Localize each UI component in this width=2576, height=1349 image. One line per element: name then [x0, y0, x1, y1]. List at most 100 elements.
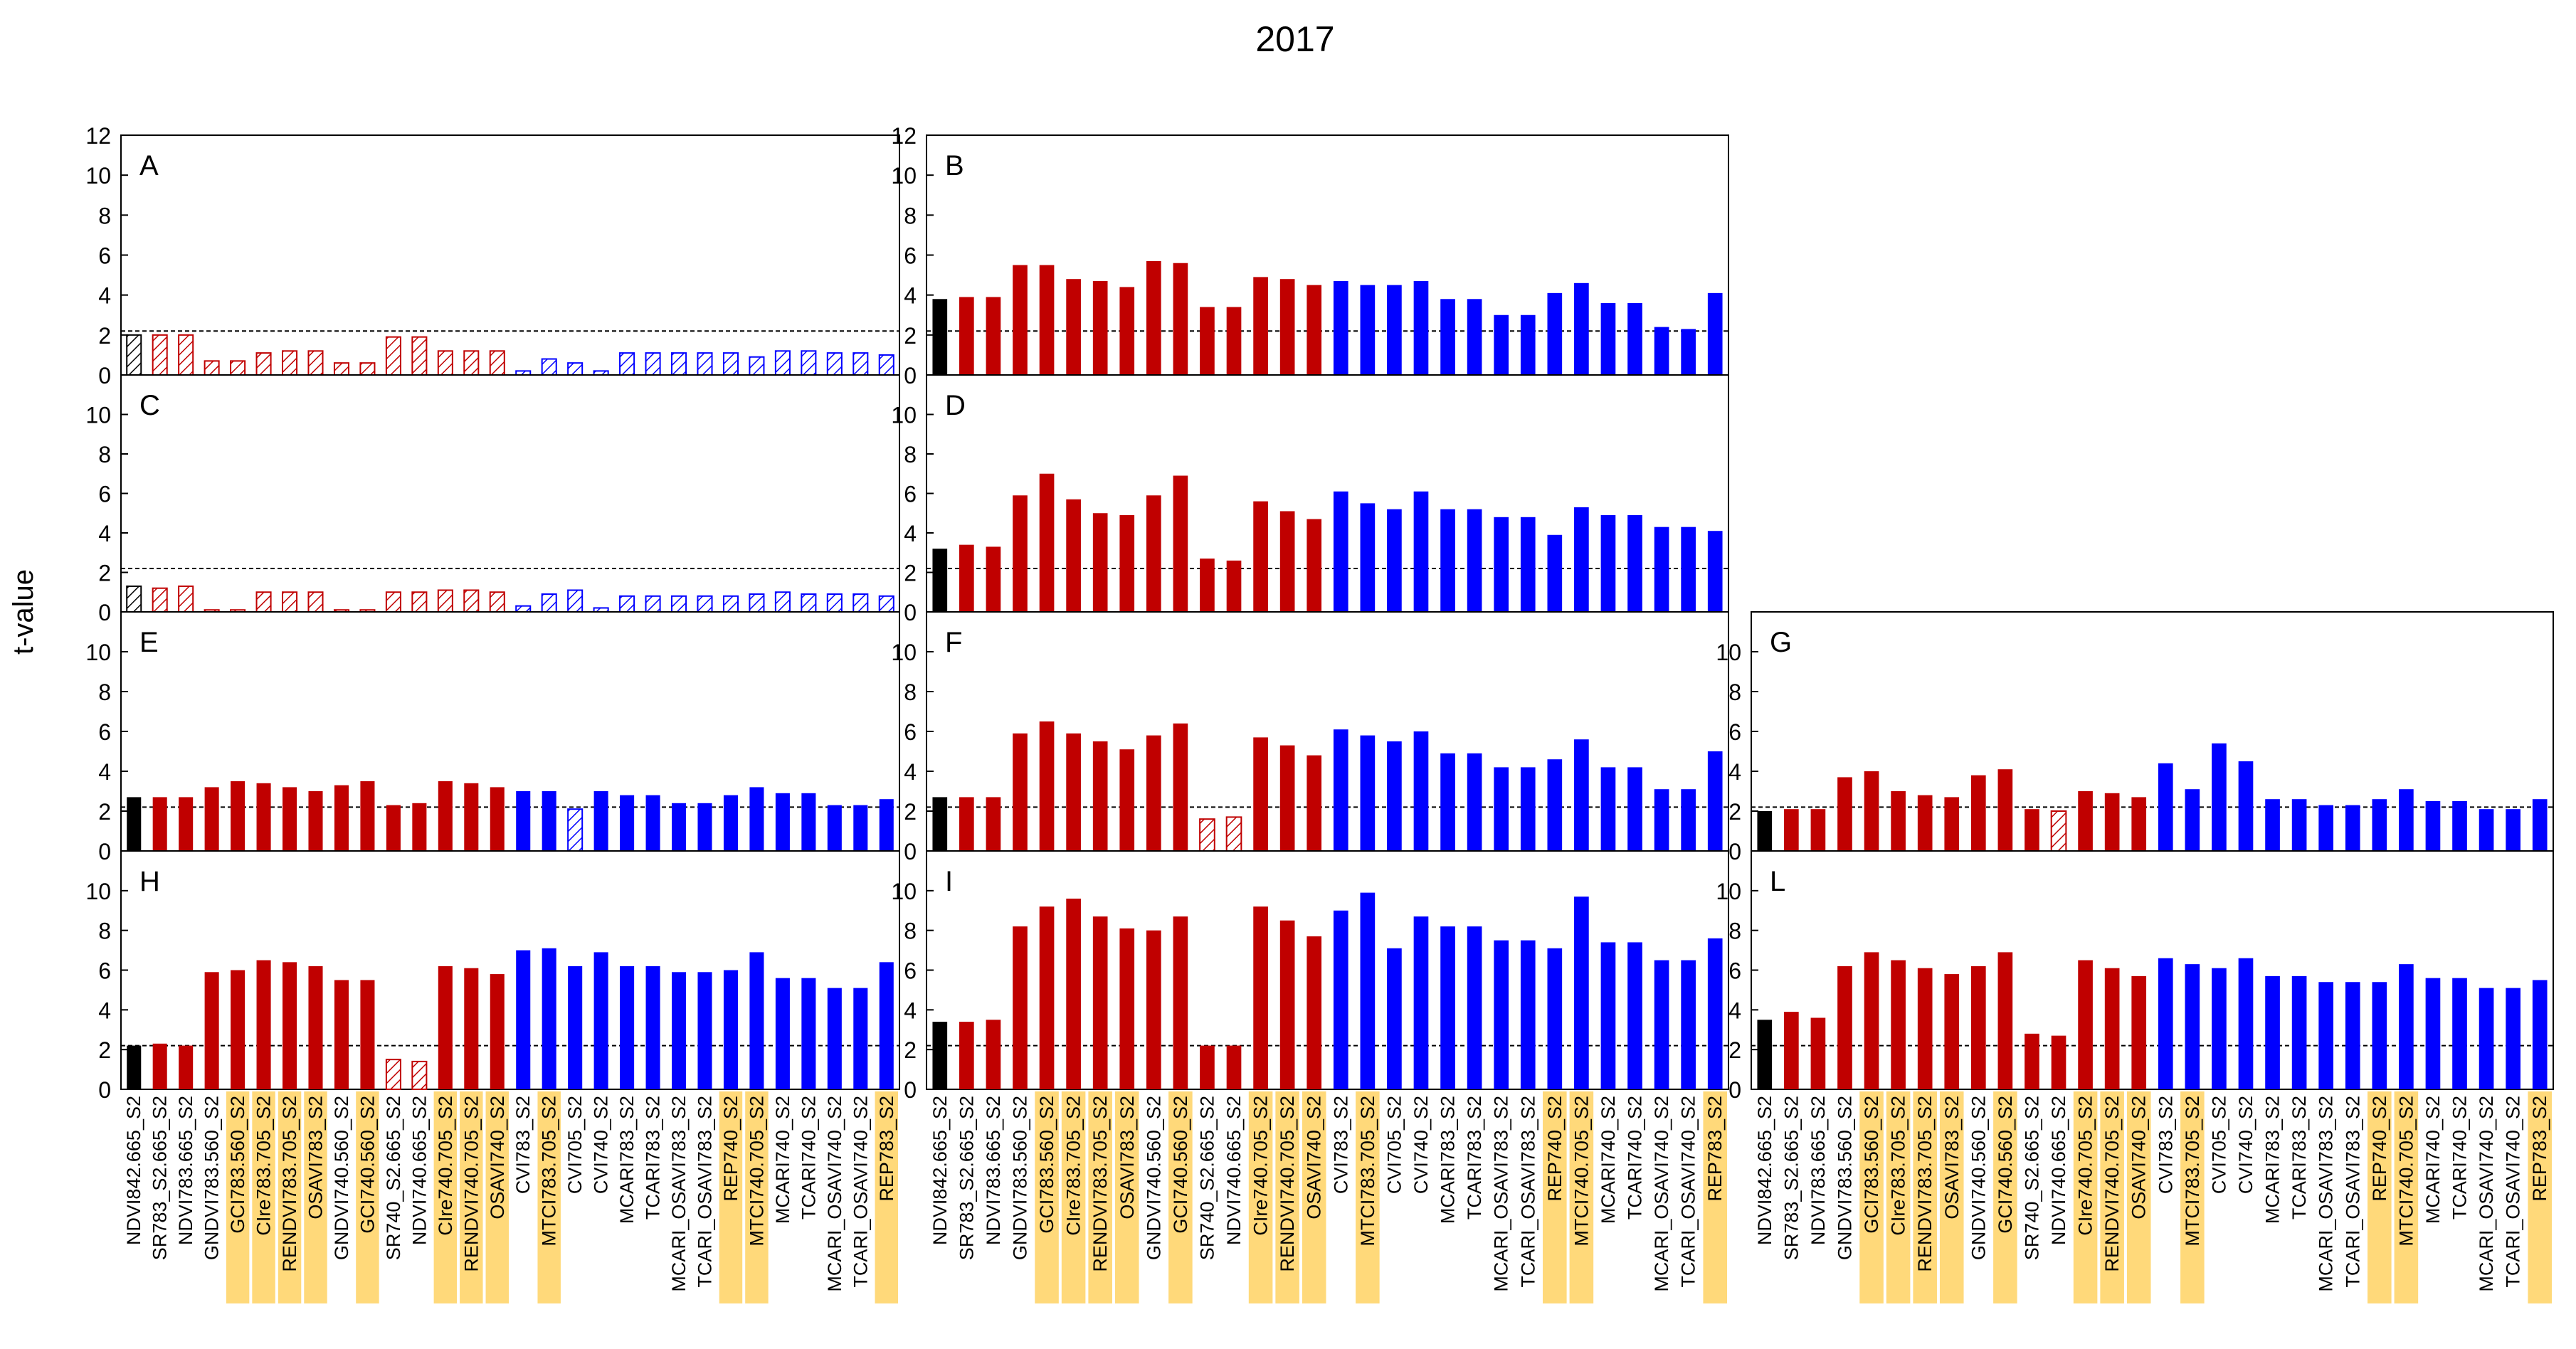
- bar-d-rep740-s2: [1547, 534, 1563, 612]
- y-tick-label: 2: [904, 1037, 917, 1063]
- bar-b-tcari-osavi783-s2: [1520, 314, 1536, 375]
- panel-label: E: [139, 627, 159, 658]
- bar-g-ndvi740-665-s2: [2050, 810, 2067, 852]
- bar-i-mcari740-s2: [1600, 942, 1616, 1089]
- bar-g-rep740-s2: [2372, 799, 2387, 851]
- panel-l: L 0 2 4 6 8 10: [1716, 850, 2554, 1103]
- bar-d-mcari740-s2: [1600, 515, 1616, 612]
- x-tick-label: NDVI842.665_S2: [123, 1096, 144, 1245]
- x-tick-label: NDVI842.665_S2: [1754, 1096, 1775, 1245]
- bar-c-sr740-s2-665-s2: [385, 591, 401, 613]
- y-tick-label: 10: [1716, 640, 1741, 665]
- bar-d-tcari740-s2: [1627, 515, 1642, 612]
- bar-g-tcari-osavi740-s2: [2506, 809, 2520, 851]
- bar-c-osavi740-s2: [489, 591, 505, 613]
- bar-f-ndvi842-665-s2: [932, 797, 948, 851]
- bar-a-mcari740-s2: [774, 350, 791, 376]
- bar-e-tcari-osavi740-s2: [853, 805, 868, 851]
- bar-b-gci740-560-s2: [1173, 263, 1188, 375]
- bar-h-gndvi783-560-s2: [204, 972, 219, 1089]
- x-tick-label: CVI740_S2: [1410, 1096, 1432, 1194]
- panel-i: I 0 2 4 6 8 10: [891, 850, 1729, 1103]
- x-tick-label: GNDVI740.560_S2: [1968, 1096, 1989, 1260]
- bar-b-rendvi740-705-s2: [1279, 279, 1295, 375]
- bar-h-cvi705-s2: [568, 966, 583, 1089]
- x-tick-label: GNDVI740.560_S2: [1143, 1096, 1164, 1260]
- panel-label: B: [945, 150, 964, 181]
- y-tick-label: 12: [891, 123, 917, 149]
- x-tick-label: TCARI_OSAVI740_S2: [2503, 1096, 2524, 1288]
- x-tick-label: TCARI783_S2: [2289, 1096, 2310, 1220]
- x-tick-label: CVI705_S2: [2208, 1096, 2229, 1194]
- y-tick-label: 4: [904, 998, 917, 1023]
- bar-a-mtci783-705-s2: [541, 358, 557, 376]
- bar-l-osavi783-s2: [1944, 974, 1960, 1089]
- bar-l-cvi705-s2: [2212, 968, 2227, 1089]
- bar-f-ndvi783-665-s2: [986, 797, 1001, 851]
- x-tick-label: NDVI740.665_S2: [408, 1096, 430, 1245]
- bar-e-ndvi842-665-s2: [127, 797, 142, 851]
- bar-l-rep783-s2: [2532, 980, 2548, 1089]
- bar-h-mcari-osavi740-s2: [827, 988, 842, 1089]
- bar-h-tcari740-s2: [801, 978, 816, 1089]
- x-tick-label: GCI740.560_S2: [1170, 1096, 1191, 1234]
- bar-e-mtci740-705-s2: [749, 787, 764, 851]
- x-tick-label: MCARI_OSAVI740_S2: [824, 1096, 845, 1292]
- bar-i-mtci783-705-s2: [1360, 892, 1376, 1089]
- highlight-mtci740-705-s2: [1569, 1091, 1594, 1303]
- highlight-osavi783-s2: [1114, 1091, 1139, 1303]
- bar-a-tcari-osavi783-s2: [697, 352, 713, 376]
- x-tick-label: MTCI783.705_S2: [539, 1096, 560, 1247]
- x-tick-label: GNDVI783.560_S2: [201, 1096, 223, 1260]
- bar-f-tcari740-s2: [1627, 767, 1642, 851]
- y-tick-label: 0: [904, 1077, 917, 1103]
- x-tick-label: NDVI740.665_S2: [1223, 1096, 1245, 1245]
- bar-g-mtci783-705-s2: [2185, 789, 2200, 851]
- bar-i-tcari-osavi740-s2: [1681, 960, 1696, 1089]
- bar-g-gci740-560-s2: [1997, 769, 2013, 851]
- bar-h-osavi740-s2: [490, 974, 505, 1089]
- highlight-rep783-s2: [1703, 1091, 1727, 1303]
- bar-b-gci783-560-s2: [1039, 265, 1055, 375]
- bar-i-gci783-560-s2: [1039, 906, 1055, 1089]
- y-tick-label: 6: [904, 719, 917, 745]
- panel-label: C: [139, 390, 160, 421]
- x-tick-label: NDVI783.665_S2: [983, 1096, 1004, 1245]
- bar-l-cvi783-s2: [2158, 958, 2173, 1089]
- bar-l-gci740-560-s2: [1997, 952, 2013, 1089]
- bar-h-mtci783-705-s2: [542, 948, 556, 1089]
- bar-e-rep740-s2: [723, 795, 738, 851]
- bar-i-rep740-s2: [1547, 948, 1563, 1089]
- y-tick-label: 2: [98, 799, 111, 825]
- bar-a-ndvi783-665-s2: [178, 334, 194, 376]
- x-tick-label: CVI783_S2: [1330, 1096, 1351, 1194]
- bar-g-cire783-705-s2: [1891, 791, 1906, 851]
- bar-h-mcari783-s2: [620, 966, 635, 1089]
- bar-d-tcari-osavi783-s2: [1520, 517, 1536, 612]
- bar-f-sr783-s2-665-s2: [959, 797, 974, 851]
- x-tick-label: MTCI740.705_S2: [746, 1096, 767, 1247]
- x-tick-label: REP740_S2: [720, 1096, 741, 1202]
- bar-f-gndvi740-560-s2: [1146, 735, 1161, 851]
- bar-f-cvi783-s2: [1333, 729, 1348, 851]
- bar-g-sr783-s2-665-s2: [1784, 809, 1799, 851]
- x-tick-label: CVI783_S2: [512, 1096, 534, 1194]
- bar-f-mtci783-705-s2: [1360, 735, 1376, 851]
- y-tick-label: 10: [891, 640, 917, 665]
- x-tick-label: CVI740_S2: [591, 1096, 612, 1194]
- bar-f-mtci740-705-s2: [1574, 739, 1589, 851]
- bar-a-cvi705-s2: [567, 362, 584, 376]
- y-tick-label: 8: [904, 679, 917, 705]
- bar-e-rendvi740-705-s2: [464, 783, 479, 851]
- bar-l-osavi740-s2: [2131, 975, 2147, 1089]
- bar-a-rendvi783-705-s2: [282, 350, 298, 376]
- bar-b-mcari783-s2: [1440, 299, 1455, 375]
- bar-l-rep740-s2: [2372, 982, 2387, 1089]
- bar-f-rep783-s2: [1707, 751, 1723, 851]
- x-tick-label: RENDVI740.705_S2: [1277, 1096, 1298, 1272]
- bar-b-rep740-s2: [1547, 292, 1563, 375]
- panel-label: L: [1770, 866, 1785, 897]
- bar-l-mcari-osavi740-s2: [2479, 988, 2494, 1089]
- bar-l-tcari783-s2: [2291, 975, 2307, 1089]
